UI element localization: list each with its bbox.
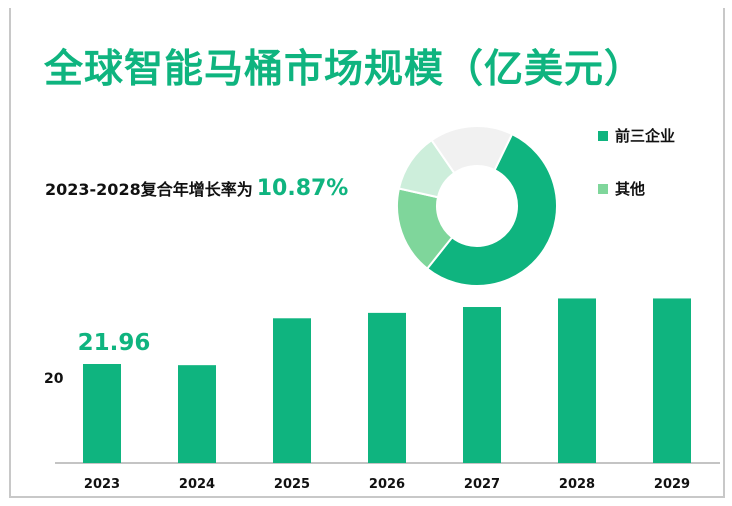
- x-tick-label: 2027: [464, 477, 500, 492]
- bar-2024: [178, 365, 216, 463]
- bar-2023: [83, 364, 121, 463]
- bar-2027: [463, 307, 501, 463]
- legend-swatch: [598, 130, 608, 141]
- legend-swatch: [598, 183, 608, 194]
- bar-2028: [558, 298, 596, 463]
- y-tick-label: 20: [44, 371, 64, 387]
- cagr-label: 2023-2028复合年增长率为: [45, 180, 253, 199]
- chart-frame: [9, 8, 725, 498]
- legend-item-other: 其他: [598, 178, 645, 199]
- data-label: 21.96: [78, 330, 151, 356]
- x-tick-label: 2029: [654, 477, 690, 492]
- donut-slice-0: [425, 132, 558, 287]
- x-tick-label: 2024: [179, 477, 215, 492]
- donut-slice-3: [430, 125, 514, 175]
- bar-2025: [273, 318, 311, 463]
- chart-title: 全球智能马桶市场规模（亿美元）: [44, 47, 645, 92]
- x-tick-label: 2025: [274, 477, 310, 492]
- legend-label: 前三企业: [615, 127, 676, 145]
- bar-2026: [368, 312, 406, 463]
- x-tick-label: 2023: [84, 477, 120, 492]
- x-tick-label: 2026: [369, 477, 405, 492]
- legend-item-top3: 前三企业: [598, 125, 675, 146]
- legend-label: 其他: [615, 180, 646, 198]
- bar-2029: [653, 298, 691, 463]
- cagr-value: 10.87%: [256, 176, 349, 201]
- x-tick-label: 2028: [559, 477, 595, 492]
- cagr-text: 2023-2028复合年增长率为 10.87%: [45, 176, 348, 201]
